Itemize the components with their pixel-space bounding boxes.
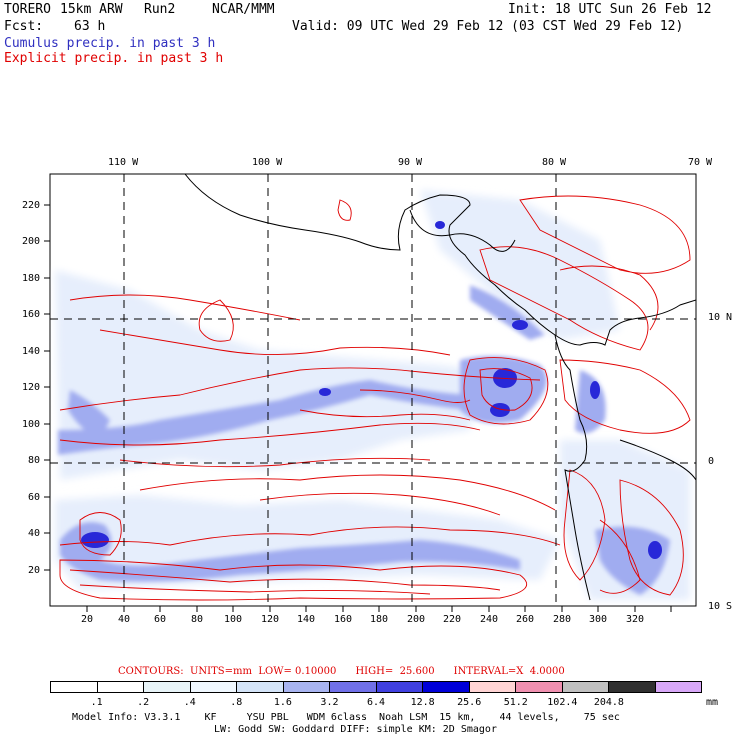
x-tick-label: 300 [589, 614, 608, 625]
colorbar-swatch [609, 682, 656, 692]
colorbar-swatch [562, 682, 609, 692]
colorbar-label: 1.6 [273, 697, 292, 708]
y-tick-label: 180 [22, 273, 41, 284]
model-info: Model Info: V3.3.1 KF YSU PBL WDM 6class… [72, 712, 620, 723]
y-tick-label: 120 [22, 382, 41, 393]
colorbar-label: 12.8 [410, 697, 435, 708]
lat-label-10n: 10 N [708, 312, 733, 323]
colorbar-swatch [376, 682, 423, 692]
lat-lon-grid [50, 174, 696, 606]
cumulus-dark-cores [81, 221, 662, 559]
x-tick-label: 20 [81, 614, 94, 625]
lat-label-10s: 10 S [708, 601, 733, 612]
x-tick-label: 40 [118, 614, 131, 625]
lon-label-90w: 90 W [398, 157, 423, 168]
y-tick-label: 40 [28, 528, 41, 539]
colorbar-label: .2 [137, 697, 150, 708]
x-tick-label: 100 [224, 614, 243, 625]
model-center: NCAR/MMM [212, 2, 275, 17]
colorbar-labels: .1 .2 .4 .8 1.6 3.2 6.4 12.8 25.6 51.2 102.4 204.8 [0, 695, 740, 708]
y-tick-label: 100 [22, 419, 41, 430]
y-tick-label: 140 [22, 346, 41, 357]
colorbar-swatch [423, 682, 470, 692]
lat-label-0: 0 [708, 456, 715, 467]
init-time: Init: 18 UTC Sun 26 Feb 12 [508, 2, 712, 17]
colorbar-swatch [330, 682, 377, 692]
colorbar-label: 51.2 [503, 697, 528, 708]
lon-label-100w: 100 W [252, 157, 283, 168]
x-tick-label: 80 [191, 614, 204, 625]
colorbar-label: 204.8 [593, 697, 624, 708]
axis-ticks [44, 204, 672, 612]
lon-label-80w: 80 W [542, 157, 567, 168]
y-tick-label: 80 [28, 455, 41, 466]
y-tick-label: 200 [22, 236, 41, 247]
x-tick-label: 160 [334, 614, 353, 625]
colorbar-label: 6.4 [367, 697, 386, 708]
x-tick-label: 180 [370, 614, 389, 625]
x-tick-label: 200 [407, 614, 426, 625]
x-tick-label: 240 [480, 614, 499, 625]
x-tick-label: 320 [626, 614, 645, 625]
colorbar-label: 102.4 [547, 697, 578, 708]
precip-colorbar [50, 681, 702, 693]
colorbar-swatch [469, 682, 516, 692]
lon-label-70w: 70 W [688, 157, 713, 168]
explicit-legend: Explicit precip. in past 3 h [4, 51, 224, 66]
forecast-hour: 63 h [74, 19, 106, 34]
colorbar-swatch [237, 682, 284, 692]
model-name: TORERO [4, 2, 51, 17]
colorbar-swatch [516, 682, 563, 692]
x-tick-label: 260 [516, 614, 535, 625]
cumulus-legend: Cumulus precip. in past 3 h [4, 36, 216, 51]
coastlines [184, 174, 696, 601]
colorbar-label: 3.2 [320, 697, 339, 708]
colorbar-label: 25.6 [457, 697, 482, 708]
x-tick-label: 120 [261, 614, 280, 625]
physics-info: LW: Godd SW: Goddard DIFF: simple KM: 2D… [214, 724, 497, 735]
colorbar-swatch [97, 682, 144, 692]
y-tick-label: 20 [28, 565, 41, 576]
x-tick-label: 140 [297, 614, 316, 625]
colorbar-swatch [655, 682, 701, 692]
model-resolution: 15km ARW [60, 2, 123, 17]
x-tick-label: 280 [553, 614, 572, 625]
lon-label-110w: 110 W [108, 157, 139, 168]
model-run: Run2 [144, 2, 176, 17]
colorbar-swatch [190, 682, 237, 692]
y-tick-label: 160 [22, 309, 41, 320]
colorbar-label: .8 [230, 697, 243, 708]
forecast-label: Fcst: [4, 19, 44, 34]
x-tick-label: 220 [443, 614, 462, 625]
explicit-contours [59, 195, 691, 601]
colorbar-swatch [144, 682, 191, 692]
x-tick-label: 60 [154, 614, 167, 625]
y-tick-label: 220 [22, 200, 41, 211]
colorbar-swatch [51, 682, 98, 692]
valid-time: Valid: 09 UTC Wed 29 Feb 12 (03 CST Wed … [292, 19, 684, 34]
colorbar-label: .1 [90, 697, 103, 708]
colorbar-swatch [283, 682, 330, 692]
contour-info: CONTOURS: UNITS=mm LOW= 0.10000 HIGH= 25… [118, 666, 565, 677]
colorbar-label: .4 [183, 697, 196, 708]
colorbar-units: mm [706, 697, 719, 708]
y-tick-label: 60 [28, 492, 41, 503]
